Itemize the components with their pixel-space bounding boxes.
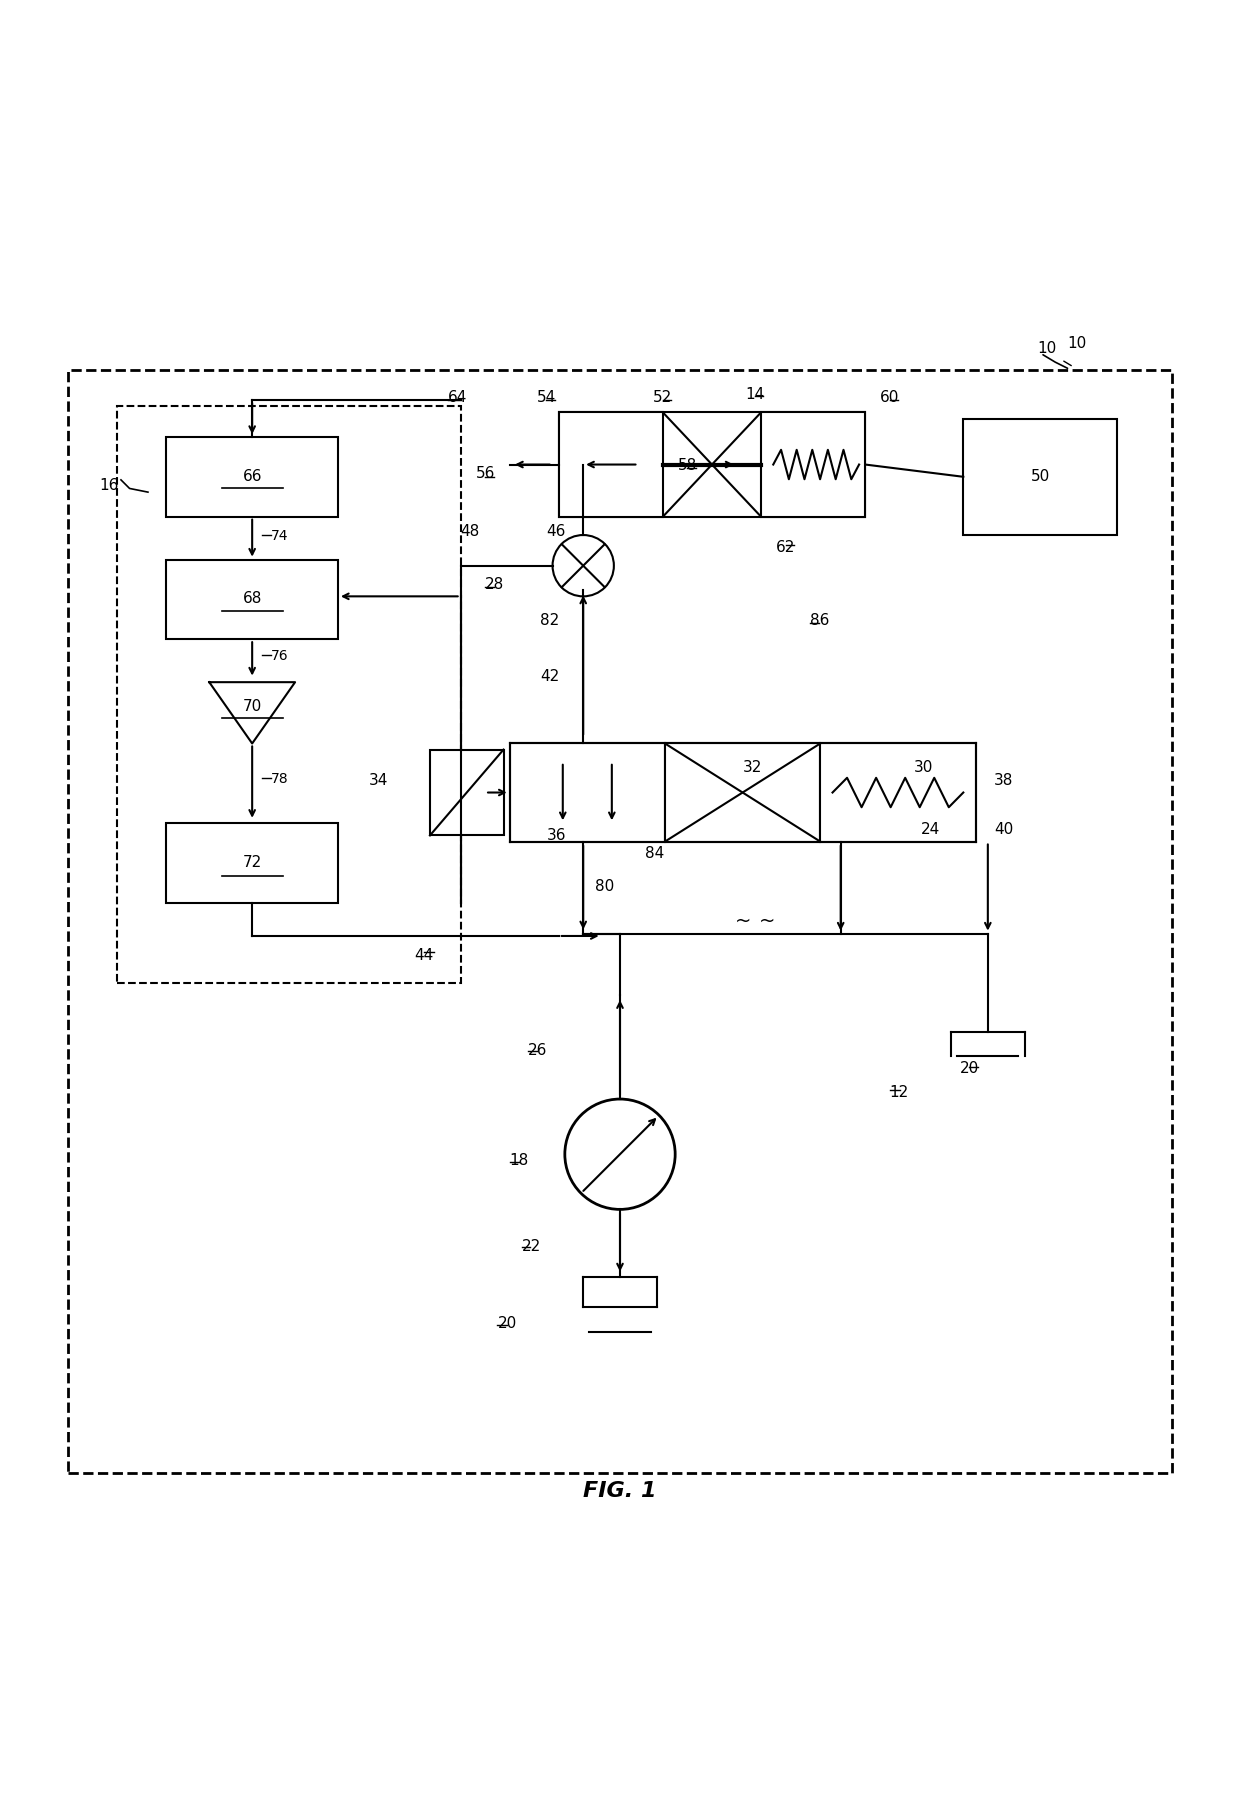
FancyBboxPatch shape bbox=[821, 744, 976, 842]
Text: 82: 82 bbox=[541, 613, 559, 629]
Text: 56: 56 bbox=[475, 465, 495, 482]
Text: 22: 22 bbox=[522, 1238, 541, 1254]
Text: 48: 48 bbox=[460, 524, 480, 538]
FancyBboxPatch shape bbox=[166, 560, 339, 640]
Text: 62: 62 bbox=[776, 540, 795, 554]
Text: 40: 40 bbox=[994, 822, 1013, 836]
FancyBboxPatch shape bbox=[963, 418, 1116, 534]
Text: 20: 20 bbox=[497, 1316, 517, 1331]
Text: 54: 54 bbox=[537, 391, 556, 405]
Text: 14: 14 bbox=[745, 387, 765, 402]
Text: 26: 26 bbox=[528, 1042, 547, 1058]
Text: 28: 28 bbox=[485, 576, 505, 591]
Text: 80: 80 bbox=[595, 880, 615, 894]
FancyBboxPatch shape bbox=[665, 744, 821, 842]
Text: 70: 70 bbox=[243, 700, 262, 714]
Text: 20: 20 bbox=[960, 1062, 980, 1076]
Text: 24: 24 bbox=[920, 822, 940, 836]
Text: 16: 16 bbox=[99, 478, 118, 493]
Text: 60: 60 bbox=[880, 391, 899, 405]
Text: 30: 30 bbox=[914, 760, 934, 776]
Text: ~: ~ bbox=[734, 913, 750, 931]
Text: 64: 64 bbox=[449, 391, 467, 405]
FancyBboxPatch shape bbox=[166, 824, 339, 904]
Text: 46: 46 bbox=[547, 524, 565, 538]
Text: 32: 32 bbox=[743, 760, 763, 776]
FancyBboxPatch shape bbox=[761, 413, 866, 516]
FancyBboxPatch shape bbox=[166, 436, 339, 516]
Text: 42: 42 bbox=[541, 669, 559, 684]
Text: 84: 84 bbox=[645, 847, 663, 862]
FancyBboxPatch shape bbox=[430, 749, 503, 836]
Text: 10: 10 bbox=[1037, 342, 1056, 356]
Text: 10: 10 bbox=[1068, 336, 1086, 351]
Text: 34: 34 bbox=[368, 773, 388, 787]
Text: 86: 86 bbox=[810, 613, 830, 629]
Text: ~: ~ bbox=[759, 913, 775, 931]
Text: 58: 58 bbox=[678, 458, 697, 473]
Text: 38: 38 bbox=[994, 773, 1013, 787]
Text: 78: 78 bbox=[270, 773, 288, 785]
Text: 36: 36 bbox=[547, 827, 565, 844]
FancyBboxPatch shape bbox=[68, 369, 1172, 1473]
FancyBboxPatch shape bbox=[559, 413, 866, 516]
FancyBboxPatch shape bbox=[510, 744, 665, 842]
Text: 18: 18 bbox=[510, 1153, 529, 1167]
Text: 76: 76 bbox=[270, 649, 288, 664]
FancyBboxPatch shape bbox=[559, 413, 663, 516]
Text: 66: 66 bbox=[242, 469, 262, 484]
Text: 68: 68 bbox=[243, 591, 262, 605]
Text: 52: 52 bbox=[653, 391, 672, 405]
Text: 12: 12 bbox=[890, 1085, 909, 1100]
Text: FIG. 1: FIG. 1 bbox=[583, 1482, 657, 1502]
Text: 44: 44 bbox=[414, 949, 434, 964]
Text: 74: 74 bbox=[270, 529, 288, 544]
Text: 72: 72 bbox=[243, 854, 262, 869]
FancyBboxPatch shape bbox=[118, 405, 460, 982]
Text: 50: 50 bbox=[1030, 469, 1050, 484]
